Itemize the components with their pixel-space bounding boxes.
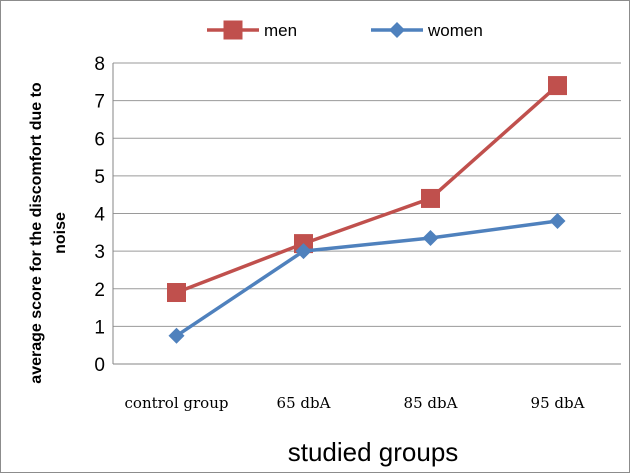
legend-marker-women (389, 22, 405, 38)
y-tick-label: 3 (94, 242, 105, 263)
y-tick-label: 6 (94, 129, 105, 150)
data-point-men (421, 188, 440, 208)
series-line-women (175, 219, 558, 338)
y-axis-label-line2: noise (52, 212, 69, 254)
y-tick-label: 1 (94, 317, 105, 338)
legend-label-men: men (264, 21, 297, 40)
data-point-women (168, 327, 185, 344)
y-tick-label: 8 (94, 54, 105, 75)
y-tick-label: 7 (94, 92, 105, 113)
data-point-women (295, 243, 312, 260)
x-category-label: 95 dbA (531, 394, 585, 412)
x-axis-label: studied groups (288, 437, 459, 467)
series-line-men (175, 84, 559, 295)
data-point-women (549, 213, 566, 230)
x-category-label: control group (125, 394, 229, 412)
data-point-women (422, 229, 439, 246)
y-tick-label: 4 (94, 205, 105, 226)
data-point-men (548, 76, 567, 96)
legend-marker-men (223, 20, 243, 40)
data-point-men (167, 283, 186, 303)
y-tick-label: 5 (94, 167, 105, 188)
y-axis-label-line1: average score for the discomfort due to (28, 82, 45, 384)
x-category-label: 65 dbA (277, 394, 331, 412)
y-tick-label: 0 (94, 355, 105, 376)
y-tick-label: 2 (94, 280, 105, 301)
legend-label-women: women (427, 21, 483, 40)
x-category-label: 85 dbA (404, 394, 458, 412)
